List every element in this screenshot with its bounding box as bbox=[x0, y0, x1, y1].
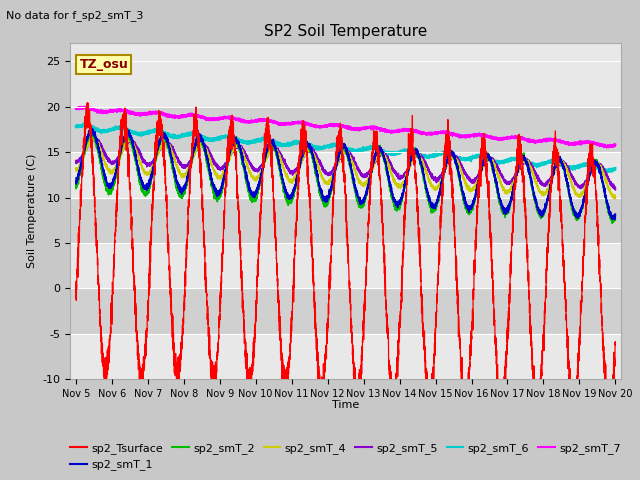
Text: TZ_osu: TZ_osu bbox=[79, 58, 128, 71]
Bar bbox=[70, 198, 621, 243]
Legend: sp2_Tsurface, sp2_smT_1, sp2_smT_2, sp2_smT_4, sp2_smT_5, sp2_smT_6, sp2_smT_7: sp2_Tsurface, sp2_smT_1, sp2_smT_2, sp2_… bbox=[66, 439, 625, 475]
Bar bbox=[70, 107, 621, 152]
Title: SP2 Soil Temperature: SP2 Soil Temperature bbox=[264, 24, 428, 39]
X-axis label: Time: Time bbox=[332, 400, 359, 410]
Text: No data for f_sp2_smT_3: No data for f_sp2_smT_3 bbox=[6, 10, 144, 21]
Y-axis label: Soil Temperature (C): Soil Temperature (C) bbox=[27, 154, 37, 268]
Bar bbox=[70, 288, 621, 334]
